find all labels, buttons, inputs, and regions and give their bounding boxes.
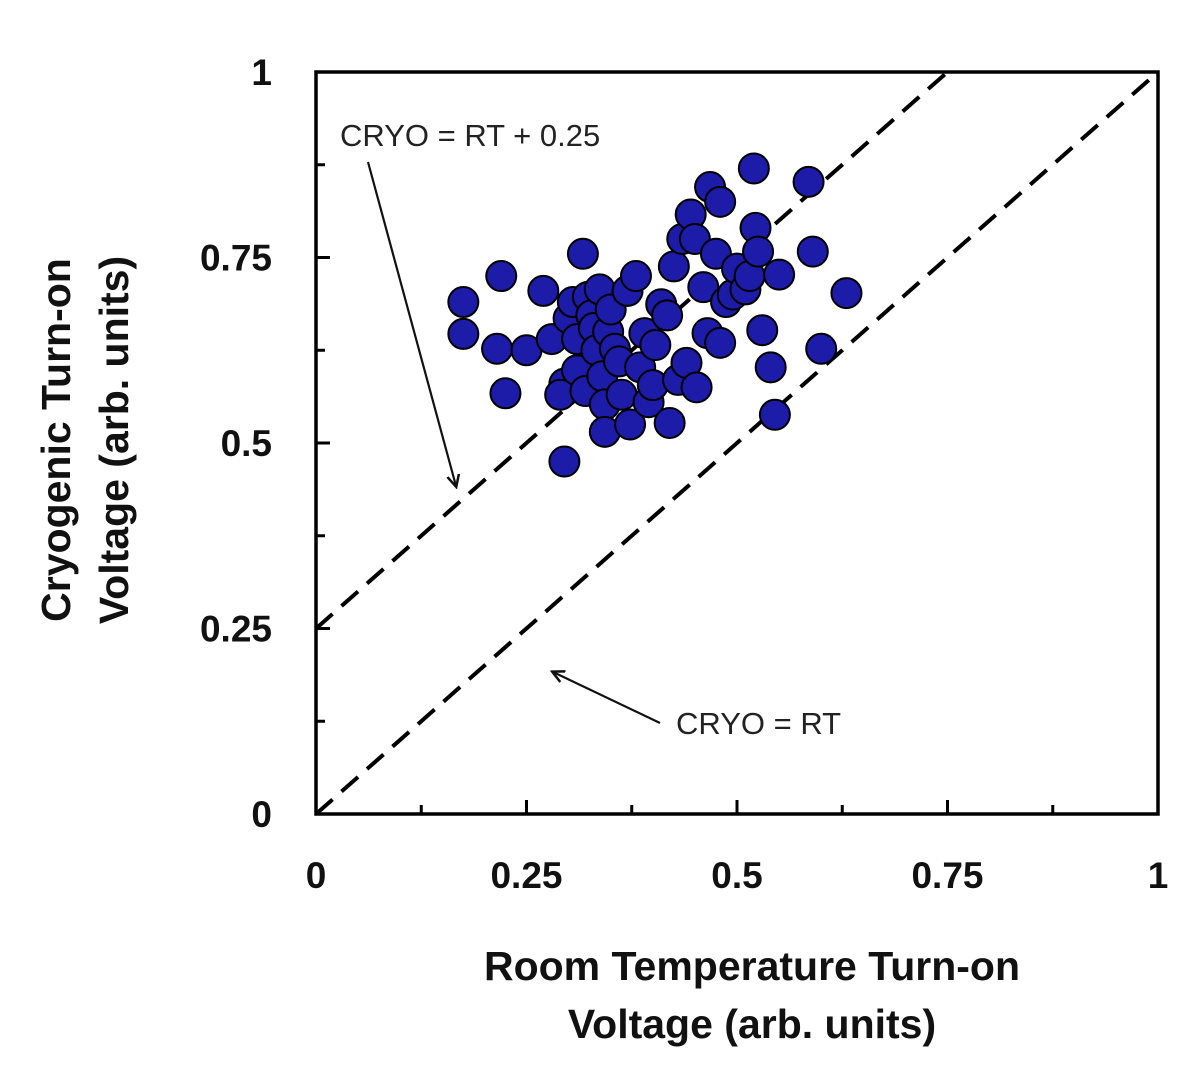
data-point: [796, 235, 829, 268]
y-tick-label: 0.5: [221, 423, 272, 464]
data-point: [737, 152, 770, 185]
reference-line-equal: [316, 72, 1158, 814]
data-point: [566, 237, 599, 270]
data-point: [527, 274, 560, 307]
x-tick-label: 1: [1148, 855, 1169, 896]
y-tick-label: 1: [251, 52, 272, 93]
y-tick-labels: 0 0.25 0.5 0.75 1: [200, 52, 272, 835]
data-points: [447, 152, 863, 478]
data-point: [758, 398, 791, 431]
data-point: [763, 258, 796, 291]
data-point: [489, 377, 522, 410]
data-point: [754, 351, 787, 384]
x-axis-title-line-2: Voltage (arb. units): [568, 1001, 936, 1047]
x-tick-label: 0.5: [711, 855, 762, 896]
x-tick-label: 0: [306, 855, 327, 896]
data-point: [704, 185, 737, 218]
annotation-arrow-cryo-rt-plus: [366, 161, 456, 486]
y-axis-title-line-2: Voltage (arb. units): [91, 256, 137, 624]
data-point: [657, 250, 690, 283]
y-tick-label: 0.25: [200, 609, 272, 650]
data-point: [481, 332, 514, 365]
x-tick-label: 0.75: [911, 855, 983, 896]
annotation-cryo-rt-plus: CRYO = RT + 0.25: [340, 118, 600, 153]
data-point: [447, 286, 480, 319]
data-point: [614, 408, 647, 441]
data-point: [687, 271, 720, 304]
data-point: [746, 314, 779, 347]
data-point: [792, 165, 825, 198]
y-tick-label: 0: [251, 794, 272, 835]
data-point: [619, 260, 652, 293]
data-point: [742, 235, 775, 268]
annotation-cryo-rt: CRYO = RT: [676, 706, 841, 741]
data-point: [485, 260, 518, 293]
data-point: [805, 332, 838, 365]
axis-ticks: [314, 70, 1160, 816]
data-point: [680, 371, 713, 404]
y-axis-title-line-1: Cryogenic Turn-on: [33, 258, 79, 622]
data-point: [605, 378, 638, 411]
data-point: [548, 445, 581, 478]
x-tick-label: 0.25: [490, 855, 562, 896]
data-point: [830, 277, 863, 310]
data-point: [639, 329, 672, 362]
data-point: [704, 326, 737, 359]
reference-line-rt-plus-025: [316, 72, 951, 631]
data-point: [653, 406, 686, 439]
x-tick-labels: 0 0.25 0.5 0.75 1: [306, 855, 1169, 896]
x-axis-title-line-1: Room Temperature Turn-on: [484, 943, 1020, 989]
annotation-arrow-cryo-rt: [553, 672, 661, 724]
y-tick-label: 0.75: [200, 238, 272, 279]
data-point: [447, 317, 480, 350]
data-point: [651, 299, 684, 332]
